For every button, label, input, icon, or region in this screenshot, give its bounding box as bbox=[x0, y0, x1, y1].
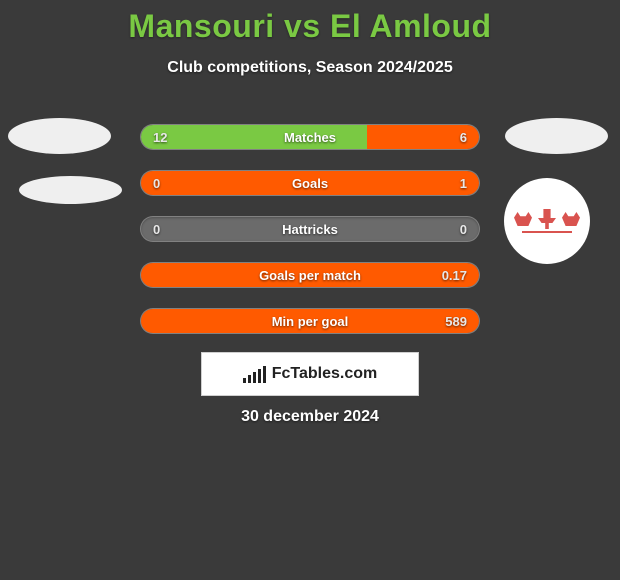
row-label: Goals per match bbox=[141, 263, 479, 288]
comparison-rows: 126Matches 01Goals 00Hattricks 0.17Goals pe… bbox=[140, 124, 480, 354]
brand-bars-icon bbox=[243, 365, 266, 383]
comparison-widget: Mansouri vs El Amloud Club competitions,… bbox=[0, 0, 620, 580]
row-label: Min per goal bbox=[141, 309, 479, 334]
brand-text: FcTables.com bbox=[272, 365, 378, 383]
bar-row: 00Hattricks bbox=[140, 216, 480, 242]
club-emblem-icon bbox=[517, 201, 577, 241]
team-left-logo-1 bbox=[8, 118, 111, 154]
row-label: Matches bbox=[141, 125, 479, 150]
page-subtitle: Club competitions, Season 2024/2025 bbox=[0, 59, 620, 77]
bar-row: 589Min per goal bbox=[140, 308, 480, 334]
row-label: Hattricks bbox=[141, 217, 479, 242]
brand-rest: Tables.com bbox=[290, 365, 377, 382]
brand-badge[interactable]: FcTables.com bbox=[201, 352, 419, 396]
team-right-logo-1 bbox=[505, 118, 608, 154]
page-title: Mansouri vs El Amloud bbox=[0, 0, 620, 45]
brand-prefix: Fc bbox=[272, 365, 291, 382]
date-text: 30 december 2024 bbox=[0, 408, 620, 426]
team-right-logo-2 bbox=[504, 178, 590, 264]
bar-row: 126Matches bbox=[140, 124, 480, 150]
row-label: Goals bbox=[141, 171, 479, 196]
bar-row: 0.17Goals per match bbox=[140, 262, 480, 288]
bar-row: 01Goals bbox=[140, 170, 480, 196]
team-left-logo-2 bbox=[19, 176, 122, 204]
